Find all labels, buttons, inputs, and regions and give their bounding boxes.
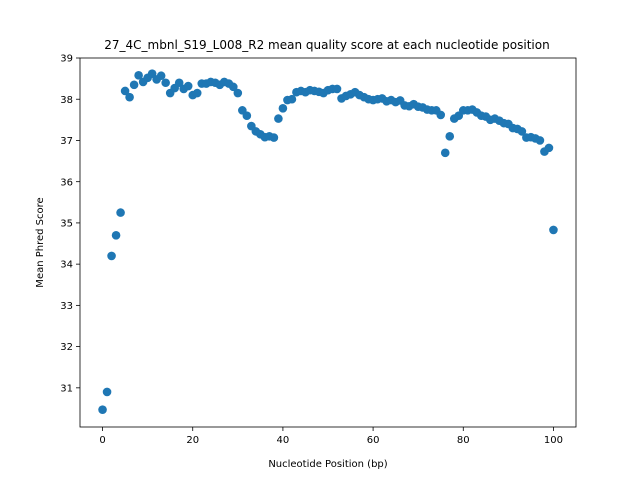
data-points [98, 69, 558, 414]
x-tick-label: 20 [186, 435, 199, 446]
data-point [517, 127, 527, 136]
data-point [242, 111, 252, 121]
data-point [440, 148, 450, 158]
x-tick-label: 40 [277, 435, 290, 446]
data-point [274, 114, 283, 123]
data-point [269, 133, 279, 142]
data-point [107, 251, 116, 261]
data-point [111, 230, 121, 240]
y-tick-label: 37 [60, 136, 73, 147]
data-point [332, 84, 342, 94]
x-axis-label: Nucleotide Position (bp) [268, 459, 387, 470]
x-axis: 0 20 40 60 80 100 [99, 427, 563, 446]
y-tick-label: 38 [60, 95, 73, 106]
chart-title: 27_4C_mbnl_S19_L008_R2 mean quality scor… [104, 38, 549, 52]
data-point [174, 78, 184, 88]
data-point [287, 94, 297, 104]
y-tick-label: 35 [60, 219, 73, 230]
y-tick-label: 31 [60, 383, 73, 394]
y-tick-label: 32 [60, 342, 73, 353]
data-point [134, 71, 143, 80]
data-point [120, 86, 130, 96]
data-point [102, 387, 112, 397]
data-point [544, 143, 554, 153]
x-tick-label: 100 [544, 435, 563, 446]
data-point [192, 88, 202, 98]
data-point [229, 82, 238, 92]
y-tick-label: 33 [60, 301, 73, 312]
data-point [98, 405, 107, 414]
data-point [436, 110, 446, 120]
data-point [161, 78, 170, 88]
x-tick-label: 80 [457, 435, 470, 446]
data-point [125, 92, 134, 102]
data-point [147, 69, 157, 78]
plot-area [79, 57, 577, 428]
x-tick-label: 60 [367, 435, 380, 446]
y-axis: 31 32 33 34 35 36 37 38 39 [60, 54, 80, 394]
data-point [129, 80, 139, 90]
data-point [233, 88, 243, 98]
y-tick-label: 39 [60, 54, 73, 65]
data-point [183, 81, 193, 91]
y-tick-label: 36 [60, 177, 73, 188]
data-point [156, 71, 166, 81]
data-point [278, 104, 288, 113]
data-point [549, 225, 558, 235]
x-tick-label: 0 [99, 435, 105, 446]
data-point [116, 208, 125, 217]
data-point [445, 132, 455, 141]
y-axis-label: Mean Phred Score [35, 197, 46, 287]
y-tick-label: 34 [60, 260, 73, 271]
data-point [535, 136, 545, 145]
